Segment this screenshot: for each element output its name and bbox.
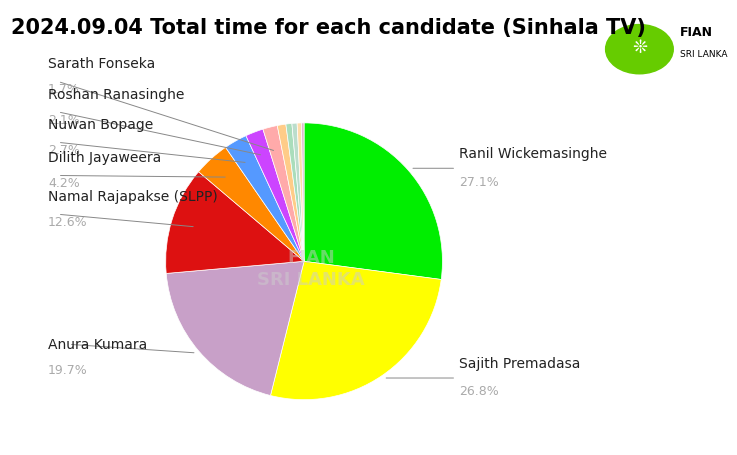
Text: Dilith Jayaweera: Dilith Jayaweera: [48, 151, 161, 165]
Text: 26.8%: 26.8%: [459, 384, 499, 398]
Wedge shape: [292, 124, 304, 262]
Text: FIAN: FIAN: [680, 26, 713, 39]
Circle shape: [606, 25, 674, 75]
Wedge shape: [246, 130, 304, 262]
Wedge shape: [263, 126, 304, 262]
Wedge shape: [167, 262, 304, 396]
Text: 1.7%: 1.7%: [48, 83, 80, 96]
Text: 27.1%: 27.1%: [459, 175, 499, 188]
Wedge shape: [198, 148, 304, 262]
Text: Nuwan Bopage: Nuwan Bopage: [48, 118, 153, 132]
Wedge shape: [226, 136, 304, 262]
Text: Anura Kumara: Anura Kumara: [48, 338, 147, 351]
Text: SRI LANKA: SRI LANKA: [680, 50, 727, 59]
Text: Roshan Ranasinghe: Roshan Ranasinghe: [48, 87, 184, 101]
Wedge shape: [270, 262, 441, 400]
Text: FIAN
SRI LANKA: FIAN SRI LANKA: [257, 248, 365, 288]
Text: Ranil Wickemasinghe: Ranil Wickemasinghe: [459, 147, 607, 161]
Wedge shape: [297, 124, 304, 262]
Text: 4.2%: 4.2%: [48, 177, 80, 190]
Text: 2.1%: 2.1%: [48, 113, 80, 126]
Wedge shape: [301, 124, 304, 262]
Text: 12.6%: 12.6%: [48, 216, 88, 228]
Text: Namal Rajapakse (SLPP): Namal Rajapakse (SLPP): [48, 190, 218, 204]
Wedge shape: [277, 125, 304, 262]
Wedge shape: [286, 124, 304, 262]
Text: 19.7%: 19.7%: [48, 364, 88, 376]
Wedge shape: [304, 124, 442, 280]
Wedge shape: [166, 172, 304, 274]
Text: 2.7%: 2.7%: [48, 144, 80, 157]
Text: Sarath Fonseka: Sarath Fonseka: [48, 57, 156, 71]
Text: ❊: ❊: [632, 39, 647, 57]
Text: 2024.09.04 Total time for each candidate (Sinhala TV): 2024.09.04 Total time for each candidate…: [11, 18, 646, 38]
Text: Sajith Premadasa: Sajith Premadasa: [459, 356, 581, 370]
